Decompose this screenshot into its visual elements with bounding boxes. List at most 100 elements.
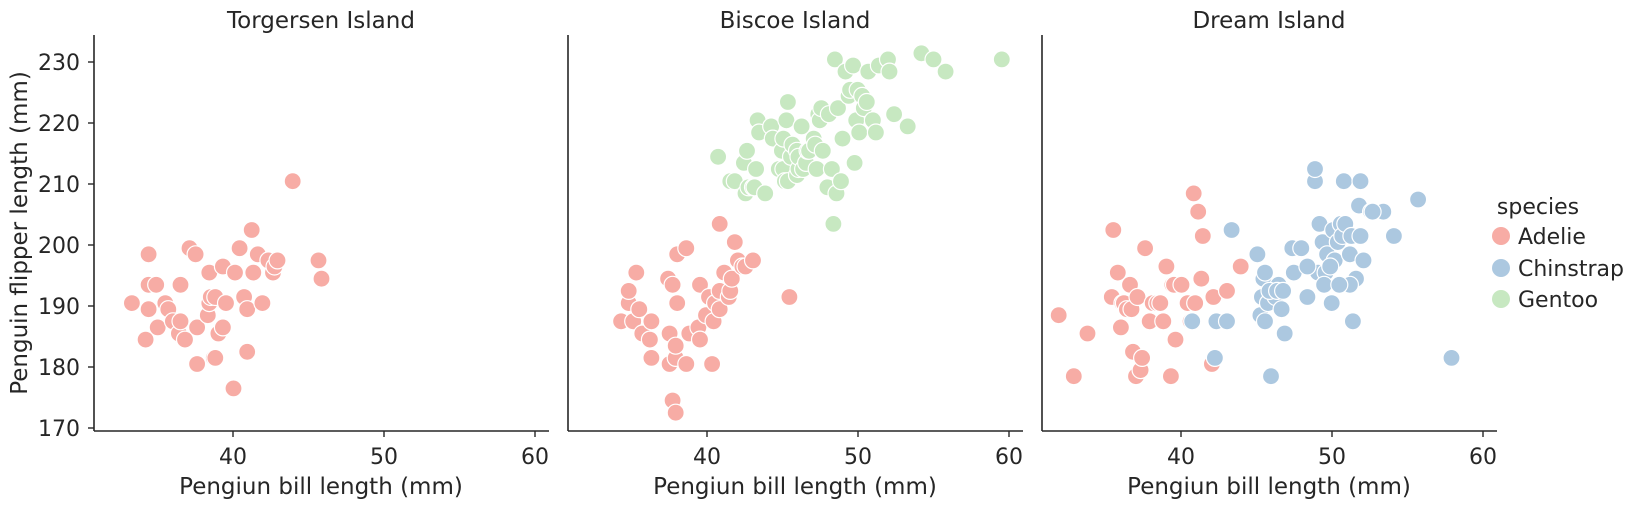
data-point-gentoo <box>807 159 826 179</box>
data-point-adelie <box>1104 220 1123 240</box>
data-point-adelie <box>136 330 155 349</box>
data-point-adelie <box>1161 367 1181 386</box>
data-point-gentoo <box>828 98 848 118</box>
data-point-chinstrap <box>1442 348 1461 367</box>
data-point-chinstrap <box>1330 275 1349 294</box>
data-point-chinstrap <box>1248 245 1267 264</box>
data-point-adelie <box>1184 184 1203 203</box>
data-point-adelie <box>188 354 207 374</box>
points-dream <box>1049 159 1461 386</box>
data-point-gentoo <box>924 50 943 69</box>
data-point-adelie <box>1193 226 1212 246</box>
data-point-adelie <box>668 294 687 313</box>
data-point-adelie <box>630 300 649 319</box>
data-point-gentoo <box>850 123 869 142</box>
legend-label-adelie: Adelie <box>1518 225 1586 250</box>
data-point-gentoo <box>845 153 864 172</box>
x-tick-label: 60 <box>995 445 1023 470</box>
data-point-chinstrap <box>1351 226 1370 246</box>
legend-label-gentoo: Gentoo <box>1518 288 1598 313</box>
data-point-chinstrap <box>1351 172 1370 191</box>
data-point-adelie <box>1151 294 1170 313</box>
x-ticks-dream: 40 50 60 <box>1167 431 1497 470</box>
data-point-adelie <box>1231 257 1250 276</box>
data-point-chinstrap <box>1292 239 1311 258</box>
y-tick-label: 170 <box>38 417 80 442</box>
panel-dream: Dream Island 40 50 60 Pengiun bill lengt… <box>1041 8 1497 500</box>
data-point-adelie <box>268 251 287 270</box>
panel-title-biscoe: Biscoe Island <box>720 8 871 34</box>
data-point-adelie <box>663 275 682 294</box>
data-point-gentoo <box>756 184 775 203</box>
data-point-adelie <box>780 287 799 307</box>
data-point-adelie <box>642 312 661 331</box>
data-point-gentoo <box>822 159 842 179</box>
data-point-adelie <box>1111 318 1131 337</box>
data-point-gentoo <box>746 159 766 179</box>
x-tick-label: 50 <box>844 445 872 470</box>
panel-biscoe: Biscoe Island 40 50 60 Pengiun bill leng… <box>567 8 1023 500</box>
data-point-gentoo <box>866 123 886 142</box>
y-tick-label: 230 <box>38 51 80 76</box>
data-point-adelie <box>309 251 328 270</box>
legend: species Adelie Chinstrap Gentoo <box>1492 195 1624 313</box>
y-ticks: 170 180 190 200 210 220 230 <box>38 51 94 442</box>
data-point-adelie <box>312 269 331 288</box>
data-point-gentoo <box>898 117 917 136</box>
y-tick-label: 210 <box>38 173 80 198</box>
legend-label-chinstrap: Chinstrap <box>1518 257 1624 282</box>
data-point-adelie <box>148 318 167 337</box>
y-tick-label: 180 <box>38 356 80 381</box>
data-point-adelie <box>1189 202 1208 221</box>
data-point-adelie <box>642 348 661 367</box>
data-point-adelie <box>1172 275 1191 294</box>
data-point-adelie <box>1157 257 1176 276</box>
x-ticks-biscoe: 40 50 60 <box>693 431 1023 470</box>
data-point-chinstrap <box>1255 263 1275 282</box>
data-point-gentoo <box>992 50 1011 69</box>
data-point-chinstrap <box>1298 257 1317 276</box>
data-point-gentoo <box>813 141 832 160</box>
data-point-chinstrap <box>1334 172 1353 191</box>
data-point-adelie <box>743 251 763 270</box>
x-tick-label: 40 <box>219 445 247 470</box>
points-biscoe <box>611 44 1011 422</box>
data-point-chinstrap <box>1343 312 1363 331</box>
data-point-gentoo <box>708 147 728 166</box>
data-point-chinstrap <box>1363 202 1382 221</box>
x-ticks-torgersen: 40 50 60 <box>219 431 549 470</box>
y-axis-label: Penguin flipper length (mm) <box>7 71 33 395</box>
data-point-chinstrap <box>1322 294 1341 313</box>
legend-marker-gentoo <box>1492 290 1510 308</box>
data-point-adelie <box>1192 269 1211 288</box>
data-point-adelie <box>188 318 207 337</box>
panel-title-torgersen: Torgersen Island <box>226 8 415 34</box>
y-tick-label: 190 <box>38 295 80 320</box>
data-point-gentoo <box>824 214 843 233</box>
legend-title: species <box>1497 195 1579 220</box>
data-point-chinstrap <box>1384 226 1404 246</box>
y-tick-label: 200 <box>38 234 80 259</box>
data-point-adelie <box>253 294 272 313</box>
data-point-adelie <box>1154 312 1173 331</box>
x-tick-label: 60 <box>1469 445 1497 470</box>
data-point-adelie <box>147 275 166 294</box>
data-point-chinstrap <box>1272 300 1291 319</box>
data-point-adelie <box>1135 239 1155 258</box>
data-point-chinstrap <box>1298 287 1317 307</box>
x-axis-label-dream: Pengiun bill length (mm) <box>1127 474 1411 500</box>
data-point-adelie <box>139 300 158 319</box>
data-point-adelie <box>206 348 225 367</box>
data-point-gentoo <box>857 92 876 112</box>
data-point-adelie <box>1108 263 1127 282</box>
data-point-adelie <box>710 300 729 319</box>
data-point-adelie <box>1186 294 1205 313</box>
data-point-adelie <box>710 214 729 233</box>
points-torgersen <box>122 172 331 398</box>
data-point-chinstrap <box>1183 312 1202 331</box>
y-tick-label: 220 <box>38 112 80 137</box>
data-point-adelie <box>238 300 257 319</box>
data-point-adelie <box>677 239 696 258</box>
data-point-adelie <box>171 275 190 294</box>
